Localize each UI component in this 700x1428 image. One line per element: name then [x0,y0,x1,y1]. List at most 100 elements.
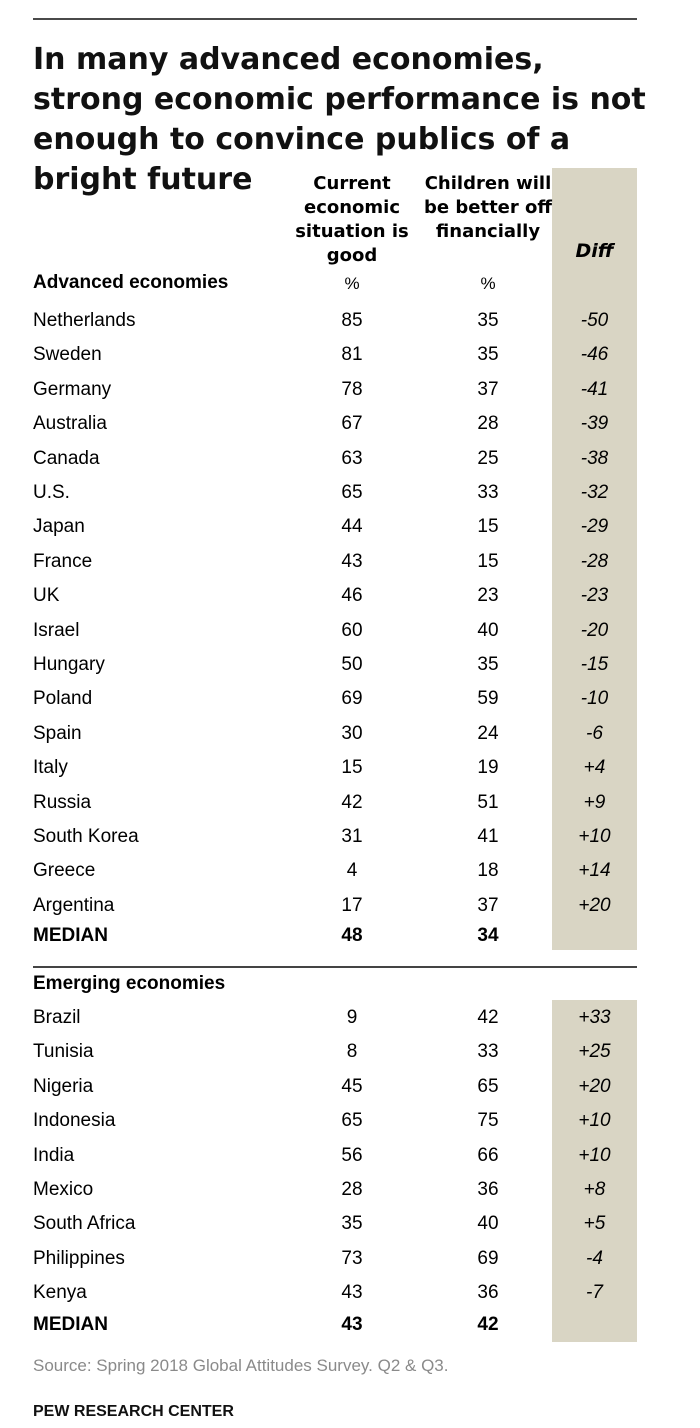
children-value-cell: 35 [477,654,499,675]
country-cell: Israel [33,619,80,641]
diff-column-band-emerging [552,1000,637,1342]
children-value-cell: 65 [477,1075,499,1097]
table-row: South Africa 35 40 +5 [0,1207,700,1241]
children-value-cell: 23 [477,585,499,607]
country-cell: Poland [33,688,93,710]
current-value-cell: 81 [341,344,363,366]
country-cell: UK [33,585,60,607]
children-value-cell: 37 [477,894,499,916]
diff-value-cell: -50 [580,310,609,331]
diff-value-cell: -46 [580,344,609,366]
country-cell: Netherlands [33,310,136,331]
children-value-cell: 42 [477,1007,499,1028]
table-row: France 43 15 -28 [0,545,700,579]
table-row: Philippines 73 69 -4 [0,1242,700,1276]
current-value-cell: 4 [346,860,358,882]
country-cell: Spain [33,722,82,744]
children-value-cell: 25 [477,447,499,469]
current-value-cell: 63 [341,447,363,469]
children-value-cell: 36 [477,1282,499,1304]
current-value-cell: 85 [341,310,363,331]
children-value-cell: 33 [477,1041,499,1063]
country-cell: Australia [33,413,107,435]
country-cell: South Africa [33,1213,136,1235]
current-value-cell: 60 [341,619,363,641]
diff-value-cell: +10 [578,826,611,847]
current-value-cell: 69 [341,688,363,710]
table-row: Poland 69 59 -10 [0,682,700,716]
diff-value-cell: -38 [580,447,609,469]
column-header-diff: Diff [575,240,614,262]
country-cell: Germany [33,378,112,400]
median-children-value: 42 [477,1314,499,1335]
diff-value-cell: +33 [578,1007,611,1028]
current-value-cell: 65 [341,482,363,503]
children-value-cell: 24 [477,722,499,744]
country-cell: Canada [33,447,100,469]
median-row: MEDIAN 48 34 [0,919,700,953]
current-value-cell: 67 [341,413,363,435]
diff-value-cell: +5 [583,1213,606,1235]
diff-value-cell: +25 [578,1041,611,1063]
table-row: Nigeria 45 65 +20 [0,1070,700,1104]
table-row: Canada 63 25 -38 [0,442,700,476]
table-row: Australia 67 28 -39 [0,407,700,441]
section-divider [33,966,637,968]
country-cell: Indonesia [33,1110,116,1132]
diff-column-band-advanced [552,168,637,950]
table-row: Japan 44 15 -29 [0,510,700,544]
diff-value-cell: +20 [578,894,611,916]
median-label: MEDIAN [33,1314,108,1335]
country-cell: Tunisia [33,1041,94,1063]
section-label-emerging: Emerging economies [33,973,226,994]
current-value-cell: 78 [341,378,363,400]
current-value-cell: 28 [341,1179,363,1200]
diff-value-cell: -39 [580,413,609,435]
median-children-value: 34 [477,925,499,946]
table-row: Indonesia 65 75 +10 [0,1104,700,1138]
children-value-cell: 15 [477,516,499,538]
children-value-cell: 33 [477,482,499,503]
children-value-cell: 37 [477,378,499,400]
current-value-cell: 15 [341,757,363,779]
current-value-cell: 73 [341,1247,363,1269]
brand-footer: PEW RESEARCH CENTER [33,1403,234,1420]
children-value-cell: 66 [477,1144,499,1166]
diff-value-cell: -7 [586,1282,603,1304]
diff-value-cell: +4 [583,757,606,779]
current-value-cell: 42 [341,791,363,813]
diff-value-cell: +8 [583,1179,606,1200]
table-row: U.S. 65 33 -32 [0,476,700,510]
country-cell: Italy [33,757,68,779]
diff-value-cell: +14 [578,860,611,882]
children-value-cell: 18 [477,860,499,882]
children-value-cell: 28 [477,413,499,435]
country-cell: Hungary [33,654,105,675]
table-row: Germany 78 37 -41 [0,373,700,407]
table-row: UK 46 23 -23 [0,579,700,613]
current-value-cell: 31 [341,826,363,847]
diff-value-cell: +20 [578,1075,611,1097]
current-value-cell: 17 [341,894,363,916]
table-row: Israel 60 40 -20 [0,614,700,648]
current-value-cell: 44 [341,516,363,538]
median-current-value: 48 [341,925,363,946]
current-value-cell: 30 [341,722,363,744]
children-value-cell: 35 [477,344,499,366]
children-value-cell: 75 [477,1110,499,1132]
diff-value-cell: +10 [578,1144,611,1166]
diff-value-cell: -28 [580,550,609,572]
unit-label-current: % [344,274,360,293]
children-value-cell: 40 [477,619,499,641]
children-value-cell: 19 [477,757,499,779]
diff-value-cell: +9 [583,791,606,813]
children-value-cell: 51 [477,791,499,813]
children-value-cell: 41 [477,826,499,847]
section-label-advanced: Advanced economies [33,272,229,293]
country-cell: Mexico [33,1179,94,1200]
median-current-value: 43 [341,1314,363,1335]
table-row: Russia 42 51 +9 [0,786,700,820]
country-cell: Philippines [33,1247,125,1269]
current-value-cell: 45 [341,1075,363,1097]
table-row: Kenya 43 36 -7 [0,1276,700,1310]
